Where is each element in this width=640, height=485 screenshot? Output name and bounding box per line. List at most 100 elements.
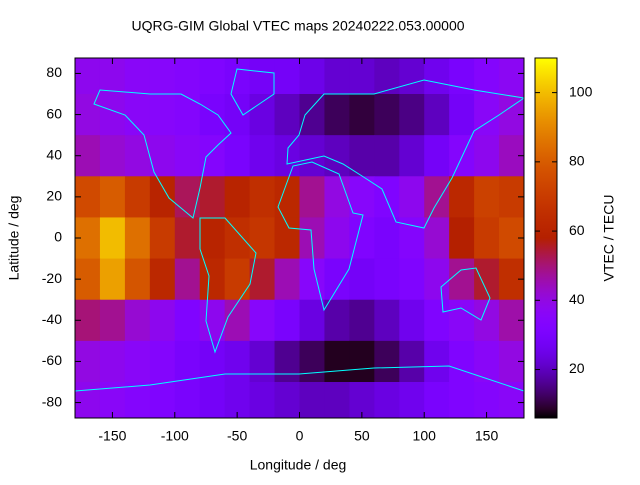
heatmap-cell xyxy=(374,340,400,383)
heatmap-cell xyxy=(349,94,375,136)
heatmap-cell xyxy=(224,58,251,95)
colorbar-tick-label: 20 xyxy=(569,360,585,376)
y-tick-label: 40 xyxy=(46,146,62,162)
heatmap-cell xyxy=(474,176,500,218)
heatmap-cell xyxy=(174,299,201,342)
x-tick-label: 100 xyxy=(413,428,437,444)
heatmap-cell xyxy=(399,94,425,136)
heatmap-cell xyxy=(149,258,176,301)
heatmap-cell xyxy=(124,135,151,177)
heatmap-cell xyxy=(324,382,350,418)
heatmap-cell xyxy=(299,340,325,383)
heatmap-cell xyxy=(224,94,251,136)
x-tick-label: 50 xyxy=(354,428,370,444)
heatmap-cell xyxy=(349,58,375,95)
heatmap-cell xyxy=(449,94,475,136)
heatmap-cell xyxy=(374,382,400,418)
heatmap-cell xyxy=(474,340,500,383)
heatmap-cell xyxy=(124,94,151,136)
heatmap-cell xyxy=(224,176,251,218)
heatmap-cell xyxy=(324,217,350,260)
heatmap-cell xyxy=(449,299,475,342)
heatmap-cell xyxy=(224,217,251,260)
y-tick-label: -60 xyxy=(42,352,62,368)
heatmap-cell xyxy=(324,135,350,177)
coastline xyxy=(230,68,275,116)
heatmap-cell xyxy=(274,340,300,383)
heatmap-cell xyxy=(224,340,251,383)
heatmap-cell xyxy=(474,135,500,177)
colorbar-label: VTEC / TECU xyxy=(601,195,617,282)
heatmap-cell xyxy=(299,176,325,218)
heatmap-cell xyxy=(424,176,450,218)
heatmap-cell xyxy=(249,217,276,260)
heatmap-cell xyxy=(75,58,101,95)
heatmap-cell xyxy=(324,340,350,383)
heatmap-cell xyxy=(349,340,375,383)
heatmap-cell xyxy=(324,94,350,136)
heatmap-cell xyxy=(149,94,176,136)
heatmap-cell xyxy=(199,382,226,418)
heatmap-cell xyxy=(249,340,276,383)
heatmap-cell xyxy=(274,382,300,418)
heatmap-cell xyxy=(424,382,450,418)
heatmap-cell xyxy=(449,382,475,418)
heatmap-cell xyxy=(274,58,300,95)
heatmap-cell xyxy=(75,382,101,418)
heatmap-cell xyxy=(274,299,300,342)
coastline xyxy=(286,79,524,229)
heatmap-cell xyxy=(299,58,325,95)
heatmap-cell xyxy=(424,217,450,260)
heatmap-cell xyxy=(274,94,300,136)
heatmap-cell xyxy=(224,258,251,301)
heatmap-cell xyxy=(299,135,325,177)
x-tick-label: 0 xyxy=(296,428,304,444)
heatmap-cell xyxy=(299,217,325,260)
heatmap-cell xyxy=(224,135,251,177)
y-tick-label: -20 xyxy=(42,270,62,286)
heatmap-cell xyxy=(124,217,151,260)
heatmap-cell xyxy=(199,258,226,301)
heatmap-cell xyxy=(249,58,276,95)
heatmap-cell xyxy=(424,94,450,136)
heatmap-cell xyxy=(474,58,500,95)
heatmap-cell xyxy=(424,135,450,177)
heatmap-cell xyxy=(274,258,300,301)
heatmap-cell xyxy=(449,58,475,95)
heatmap-cell xyxy=(399,176,425,218)
heatmap-cell xyxy=(474,258,500,301)
heatmap-cell xyxy=(399,382,425,418)
heatmap-cell xyxy=(124,58,151,95)
coastlines xyxy=(75,68,524,392)
heatmap-cell xyxy=(174,258,201,301)
heatmap-cell xyxy=(399,299,425,342)
heatmap-cell xyxy=(149,176,176,218)
y-tick-label: 20 xyxy=(46,188,62,204)
coastline xyxy=(93,89,232,219)
heatmap-cell xyxy=(474,217,500,260)
heatmap-cell xyxy=(99,217,126,260)
heatmap-cell xyxy=(374,94,400,136)
heatmap-cell xyxy=(99,94,126,136)
x-tick-label: -150 xyxy=(98,428,126,444)
heatmap-cell xyxy=(449,258,475,301)
y-tick-label: 80 xyxy=(46,64,62,80)
colorbar-tick-label: 60 xyxy=(569,222,585,238)
heatmap-cell xyxy=(299,382,325,418)
heatmap-cell xyxy=(324,258,350,301)
heatmap-cell xyxy=(174,217,201,260)
heatmap-cell xyxy=(424,299,450,342)
heatmap-cell xyxy=(149,340,176,383)
x-tick-label: -50 xyxy=(227,428,247,444)
heatmap-cell xyxy=(399,340,425,383)
heatmap-cell xyxy=(174,340,201,383)
colorbar-tick-label: 80 xyxy=(569,153,585,169)
heatmap-cell xyxy=(349,176,375,218)
heatmap-cell xyxy=(499,58,524,95)
heatmap-cell xyxy=(324,299,350,342)
heatmap-cell xyxy=(199,176,226,218)
heatmap-cell xyxy=(499,382,524,418)
heatmap-cell xyxy=(374,258,400,301)
heatmap-cell xyxy=(99,58,126,95)
heatmap-cell xyxy=(324,176,350,218)
